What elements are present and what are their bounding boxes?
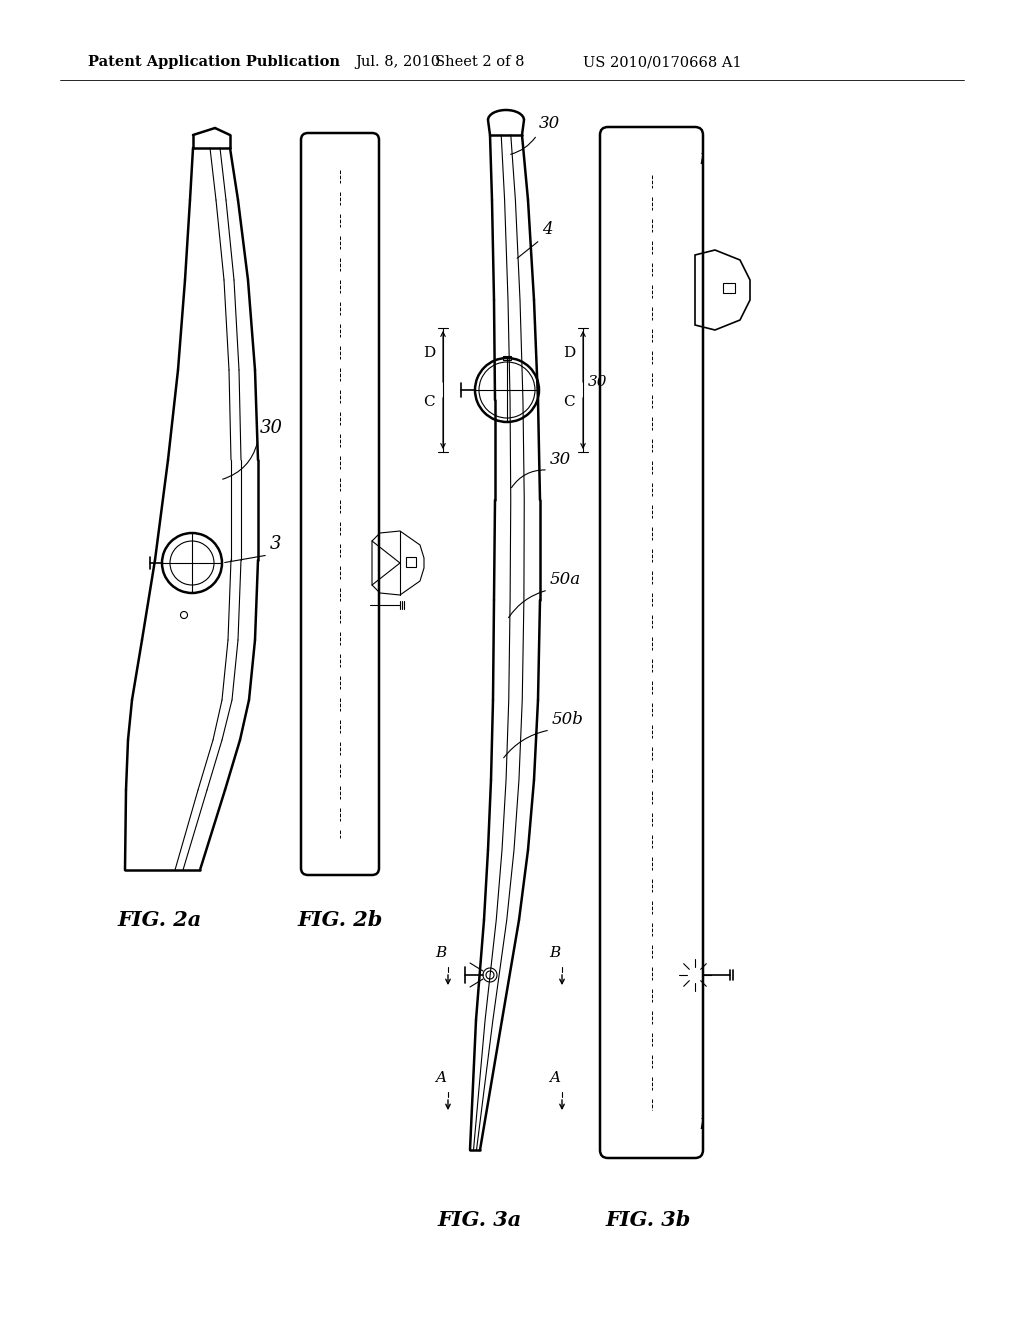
Bar: [503, 356, 511, 360]
Text: FIG. 3a: FIG. 3a: [438, 1210, 522, 1230]
Text: A: A: [435, 1071, 446, 1085]
Text: FIG. 2b: FIG. 2b: [297, 909, 383, 931]
Text: 3: 3: [270, 535, 282, 553]
Text: D: D: [423, 346, 435, 360]
Text: 30: 30: [260, 418, 283, 437]
Text: Patent Application Publication: Patent Application Publication: [88, 55, 340, 69]
Text: 30: 30: [588, 375, 607, 389]
Bar: [406, 557, 416, 568]
Text: 50a: 50a: [550, 572, 582, 587]
Text: C: C: [563, 395, 574, 409]
Text: l: l: [699, 153, 703, 168]
Text: B: B: [435, 946, 446, 960]
Text: FIG. 2a: FIG. 2a: [118, 909, 202, 931]
Text: 50b: 50b: [552, 711, 584, 729]
Text: D: D: [563, 346, 575, 360]
Text: 30: 30: [550, 451, 571, 469]
Text: l: l: [699, 1118, 703, 1133]
Text: FIG. 3b: FIG. 3b: [605, 1210, 690, 1230]
Text: A: A: [549, 1071, 560, 1085]
Text: Sheet 2 of 8: Sheet 2 of 8: [435, 55, 524, 69]
Text: Jul. 8, 2010: Jul. 8, 2010: [355, 55, 440, 69]
Text: B: B: [549, 946, 560, 960]
Text: 4: 4: [542, 220, 553, 238]
Text: 30: 30: [539, 115, 560, 132]
FancyBboxPatch shape: [600, 127, 703, 1158]
FancyBboxPatch shape: [301, 133, 379, 875]
Text: C: C: [423, 395, 434, 409]
Text: US 2010/0170668 A1: US 2010/0170668 A1: [583, 55, 741, 69]
Bar: [723, 282, 735, 293]
